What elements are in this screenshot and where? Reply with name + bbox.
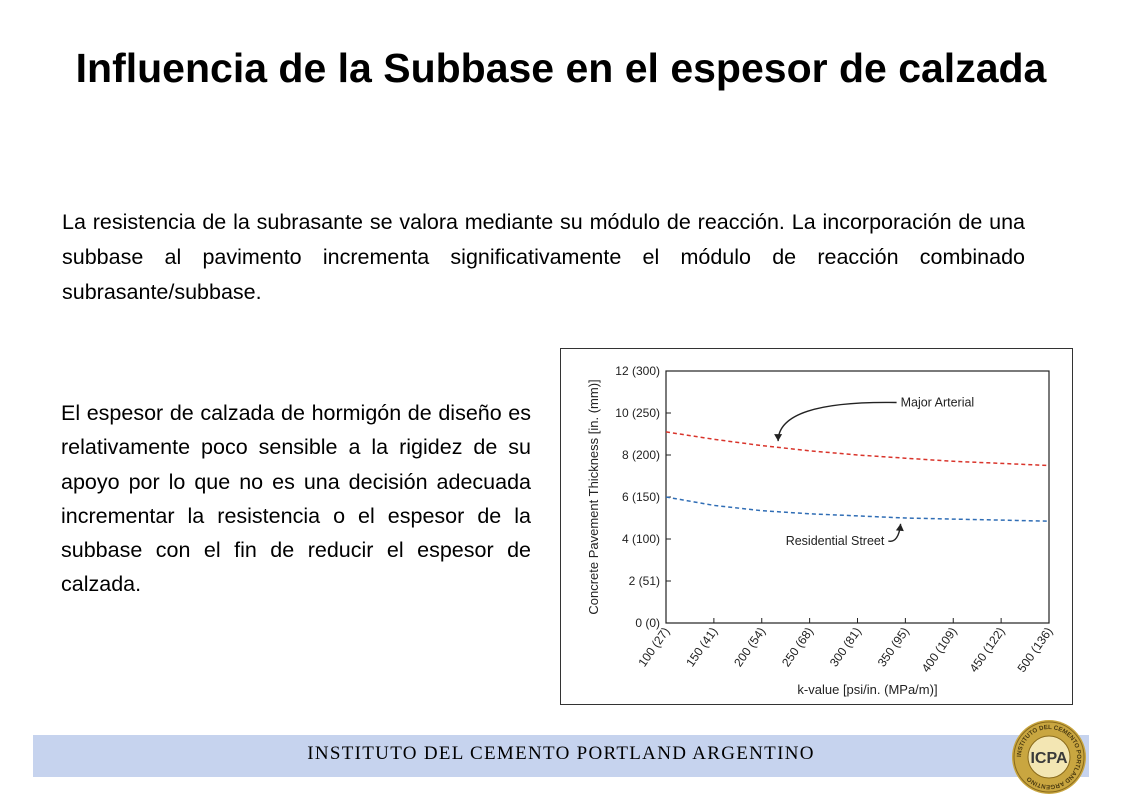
x-tick-label: 300 (81) bbox=[827, 625, 864, 670]
series-line-0 bbox=[665, 431, 1050, 467]
footer-band bbox=[33, 735, 1089, 777]
x-tick-label: 400 (109) bbox=[919, 625, 960, 675]
annotation-label: Residential Street bbox=[786, 534, 885, 548]
logo-inner-disc bbox=[1027, 735, 1071, 779]
x-axis-label: k-value [psi/in. (MPa/m)] bbox=[797, 682, 937, 697]
annotation-arrowhead bbox=[774, 434, 783, 442]
y-tick-label: 12 (300) bbox=[615, 364, 660, 378]
body-paragraph: El espesor de calzada de hormigón de dis… bbox=[61, 401, 531, 597]
x-tick-label: 150 (41) bbox=[683, 625, 720, 670]
slide-title: Influencia de la Subbase en el espesor d… bbox=[75, 45, 1047, 91]
x-tick-label: 450 (122) bbox=[967, 625, 1008, 675]
series-line-1 bbox=[665, 496, 1050, 522]
y-axis-label: Concrete Pavement Thickness [in. (mm)] bbox=[586, 379, 601, 614]
x-tick-label: 500 (136) bbox=[1015, 625, 1056, 675]
annotation-arrow-line bbox=[777, 401, 897, 442]
icpa-logo: INSTITUTO DEL CEMENTO PORTLAND ARGENTINO… bbox=[1012, 720, 1086, 794]
annotation-label: Major Arterial bbox=[901, 396, 975, 410]
intro-paragraph: La resistencia de la subrasante se valor… bbox=[62, 210, 1025, 304]
x-tick-label: 200 (54) bbox=[731, 625, 768, 670]
y-tick-label: 6 (150) bbox=[622, 490, 660, 504]
annotation-arrowhead bbox=[895, 523, 904, 532]
y-tick-label: 8 (200) bbox=[622, 448, 660, 462]
y-tick-label: 0 (0) bbox=[635, 616, 660, 630]
y-tick-label: 2 (51) bbox=[629, 574, 660, 588]
logo-center-text: ICPA bbox=[1030, 750, 1067, 767]
y-tick-label: 4 (100) bbox=[622, 532, 660, 546]
logo-ring-line bbox=[1013, 721, 1085, 793]
x-tick-label: 250 (68) bbox=[779, 625, 816, 670]
y-tick-label: 10 (250) bbox=[615, 406, 660, 420]
chart-svg: 0 (0) 2 (51) 4 (100) 6 (150) 8 (200) 10 (250)… bbox=[586, 364, 1056, 697]
x-tick-label: 100 (27) bbox=[635, 625, 672, 670]
x-tick-label: 350 (95) bbox=[875, 625, 912, 670]
footer-institution-name: INSTITUTO DEL CEMENTO PORTLAND ARGENTINO bbox=[307, 743, 815, 764]
thickness-chart: 0 (0) 2 (51) 4 (100) 6 (150) 8 (200) 10 (250)… bbox=[560, 348, 1073, 705]
plot-area-border bbox=[665, 370, 1050, 624]
